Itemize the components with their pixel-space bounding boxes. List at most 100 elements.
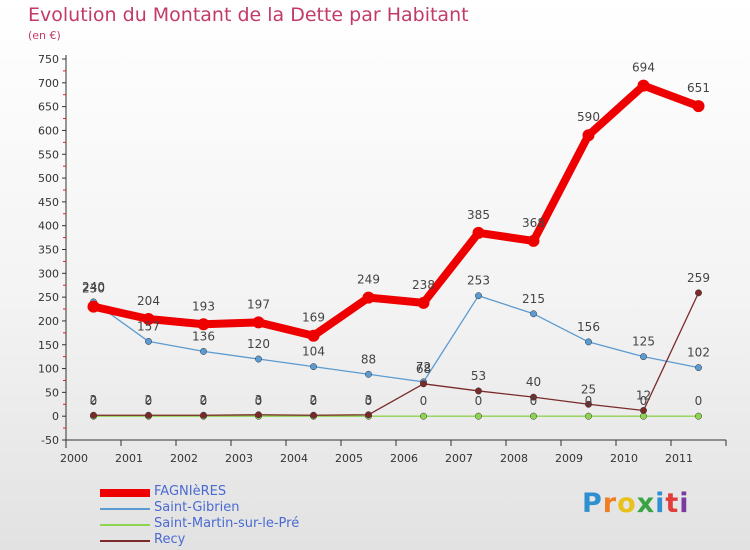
data-point (640, 407, 647, 414)
legend-swatch (100, 489, 150, 497)
data-point (417, 296, 430, 309)
data-point (585, 400, 592, 408)
x-tick-label: 2005 (335, 452, 363, 465)
data-label: 0 (365, 394, 373, 408)
legend-swatch (100, 540, 150, 542)
data-label: 651 (687, 81, 710, 95)
y-tick-label: 250 (38, 291, 59, 304)
y-tick-label: 600 (38, 124, 59, 137)
data-label: 156 (577, 320, 600, 334)
data-point (582, 129, 595, 142)
data-label: 204 (137, 294, 160, 308)
data-label: 0 (640, 394, 648, 408)
data-point (255, 411, 262, 419)
x-tick-label: 2007 (445, 452, 473, 465)
y-tick-label: 50 (45, 386, 59, 399)
data-label: 230 (82, 282, 105, 296)
data-point (692, 100, 705, 113)
legend-swatch (100, 524, 150, 526)
logo-letter: o (617, 488, 637, 519)
data-point (145, 337, 152, 345)
data-point (197, 318, 210, 331)
data-point (640, 412, 647, 420)
data-label: 0 (530, 394, 538, 408)
data-label: 0 (585, 394, 593, 408)
data-point (695, 364, 702, 372)
data-label: 68 (416, 362, 431, 376)
y-tick-label: -50 (41, 434, 59, 447)
data-label: 385 (467, 208, 490, 222)
data-point (310, 411, 317, 419)
data-point (585, 338, 592, 346)
x-tick-label: 2006 (390, 452, 418, 465)
data-point (585, 412, 592, 420)
series-line-3 (92, 292, 700, 416)
logo-letter: i (655, 488, 666, 519)
data-label: 694 (632, 61, 655, 75)
data-label: 40 (526, 375, 541, 389)
proxiti-logo: Proxiti (582, 488, 690, 519)
data-point (530, 310, 537, 318)
data-label: 259 (687, 271, 710, 285)
data-point (365, 411, 372, 419)
data-label: 197 (247, 297, 270, 311)
data-label: 104 (302, 345, 325, 359)
data-label: 3 (365, 393, 373, 407)
logo-letter: t (665, 488, 680, 519)
data-label: 3 (255, 393, 263, 407)
data-label: 238 (412, 278, 435, 292)
y-tick-label: 750 (38, 53, 59, 66)
data-label: 2 (145, 393, 153, 407)
data-point (142, 313, 155, 326)
legend-label: Saint-Martin-sur-le-Pré (154, 516, 300, 531)
data-label: 136 (192, 329, 215, 343)
data-label: 253 (467, 274, 490, 288)
data-point (640, 353, 647, 361)
data-label: 0 (310, 394, 318, 408)
data-label: 215 (522, 292, 545, 306)
data-label: 0 (695, 394, 703, 408)
data-label: 0 (475, 394, 483, 408)
data-point (252, 316, 265, 329)
y-tick-label: 450 (38, 196, 59, 209)
y-tick-label: 550 (38, 148, 59, 161)
data-label: 0 (200, 394, 208, 408)
x-tick-label: 2002 (170, 452, 198, 465)
data-point (637, 79, 650, 92)
data-label: 0 (255, 394, 263, 408)
data-point (695, 289, 702, 297)
data-label: 2 (90, 393, 98, 407)
logo-letter: i (679, 488, 690, 519)
x-tick-label: 2003 (225, 452, 253, 465)
data-label: 53 (471, 369, 486, 383)
data-label: 88 (361, 352, 376, 366)
data-point (475, 387, 482, 395)
data-point (310, 363, 317, 371)
data-point (362, 291, 375, 304)
data-point (365, 370, 372, 378)
y-tick-label: 150 (38, 339, 59, 352)
data-point (255, 355, 262, 363)
data-label: 102 (687, 346, 710, 360)
data-label: 72 (416, 360, 431, 374)
logo-letter: r (602, 488, 618, 519)
y-tick-label: 350 (38, 244, 59, 257)
data-point (200, 347, 207, 355)
data-label: 12 (636, 388, 651, 402)
data-point (530, 393, 537, 401)
legend-label: FAGNIèRES (154, 484, 227, 499)
data-label: 590 (577, 110, 600, 124)
data-label: 249 (357, 273, 380, 287)
data-label: 0 (90, 394, 98, 408)
data-point (475, 292, 482, 300)
data-label: 368 (522, 216, 545, 230)
data-label: 169 (302, 311, 325, 325)
x-tick-label: 2009 (555, 452, 583, 465)
data-point (475, 412, 482, 420)
y-tick-label: 100 (38, 363, 59, 376)
x-tick-label: 2001 (115, 452, 143, 465)
data-label: 2 (310, 393, 318, 407)
data-point (420, 412, 427, 420)
data-point (145, 411, 152, 419)
data-point (200, 411, 207, 419)
